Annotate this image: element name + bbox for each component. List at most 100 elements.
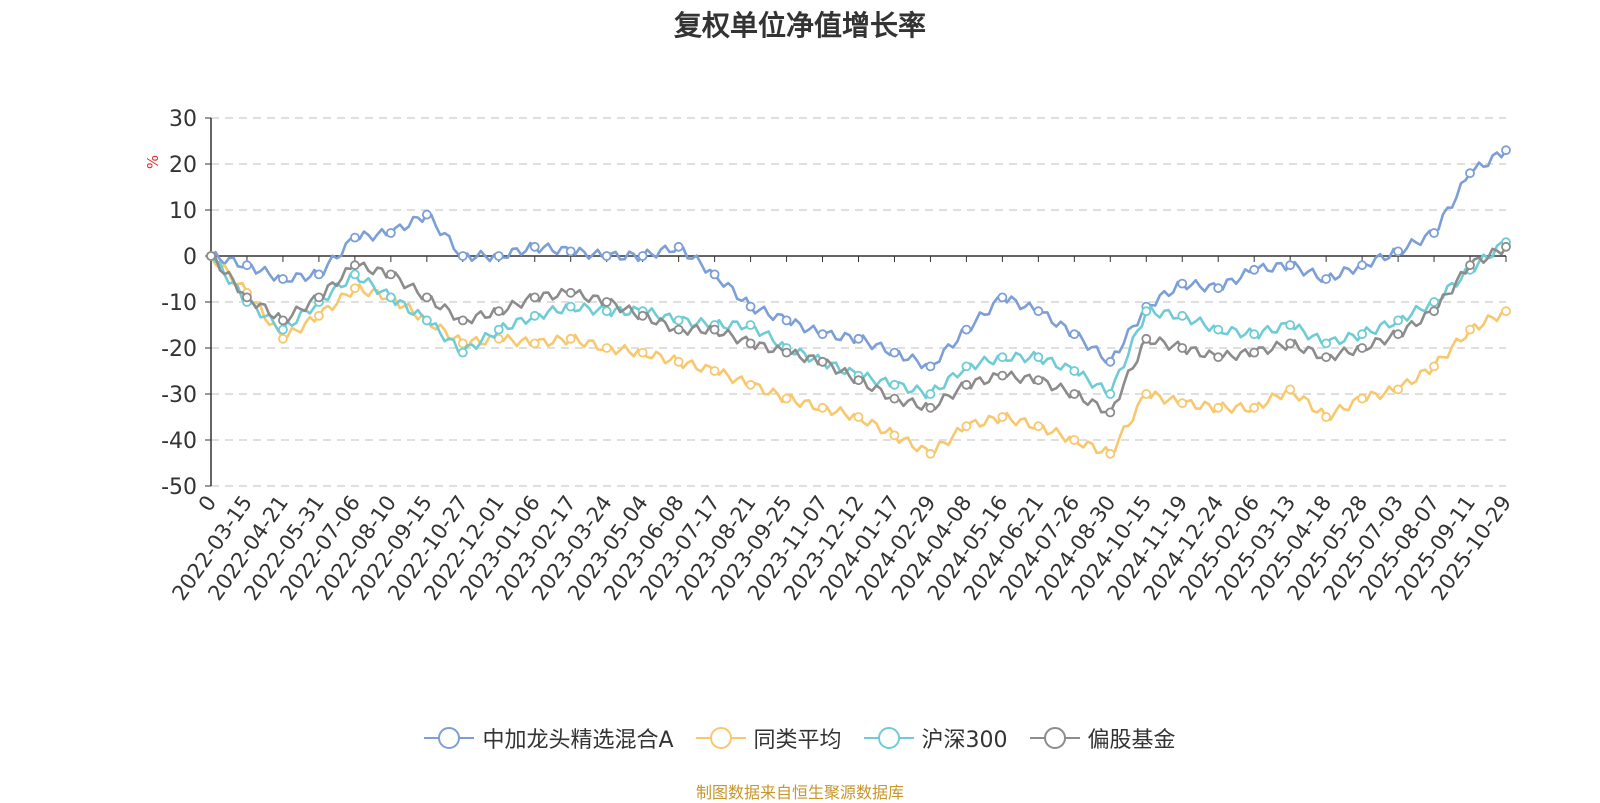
- data-point[interactable]: [1069, 329, 1080, 340]
- data-point[interactable]: [637, 347, 648, 358]
- legend-item-fund[interactable]: 中加龙头精选混合A: [424, 722, 674, 754]
- data-point[interactable]: [745, 379, 756, 390]
- data-point[interactable]: [1357, 329, 1368, 340]
- series-line[interactable]: [210, 246, 1508, 414]
- data-point[interactable]: [925, 402, 936, 413]
- legend-item-csi300[interactable]: 沪深300: [863, 722, 1008, 754]
- legend-item-equity-fund[interactable]: 偏股基金: [1029, 722, 1176, 754]
- data-point[interactable]: [349, 260, 360, 271]
- data-point[interactable]: [1105, 407, 1116, 418]
- data-point[interactable]: [1357, 393, 1368, 404]
- data-point[interactable]: [1357, 260, 1368, 271]
- data-point[interactable]: [1393, 246, 1403, 257]
- data-point[interactable]: [1249, 347, 1260, 358]
- data-point[interactable]: [925, 361, 936, 372]
- data-point[interactable]: [493, 324, 504, 335]
- data-point[interactable]: [673, 324, 684, 335]
- data-point[interactable]: [997, 292, 1008, 303]
- data-point[interactable]: [1321, 412, 1332, 422]
- data-point[interactable]: [889, 393, 900, 404]
- data-point[interactable]: [529, 241, 540, 252]
- data-point[interactable]: [853, 375, 864, 386]
- data-point[interactable]: [1465, 260, 1475, 271]
- data-point[interactable]: [1465, 324, 1475, 335]
- data-point[interactable]: [1249, 402, 1260, 413]
- data-point[interactable]: [961, 421, 972, 432]
- data-point[interactable]: [1285, 260, 1296, 271]
- data-point[interactable]: [457, 315, 468, 326]
- series-line[interactable]: [209, 255, 1507, 456]
- data-point[interactable]: [781, 347, 792, 358]
- data-point[interactable]: [206, 251, 216, 261]
- data-point[interactable]: [1105, 356, 1116, 367]
- data-point[interactable]: [889, 347, 900, 358]
- data-point[interactable]: [601, 297, 612, 307]
- data-point[interactable]: [601, 343, 612, 353]
- data-point[interactable]: [529, 338, 540, 349]
- data-point[interactable]: [242, 292, 252, 303]
- data-point[interactable]: [349, 232, 360, 243]
- data-point[interactable]: [1501, 145, 1511, 156]
- data-point[interactable]: [1213, 283, 1224, 294]
- data-point[interactable]: [601, 251, 612, 261]
- data-point[interactable]: [278, 315, 288, 326]
- data-point[interactable]: [565, 301, 576, 312]
- data-point[interactable]: [1177, 398, 1188, 409]
- data-point[interactable]: [1393, 315, 1403, 326]
- legend-item-category-average[interactable]: 同类平均: [695, 722, 842, 754]
- data-point[interactable]: [278, 274, 288, 284]
- data-point[interactable]: [1357, 343, 1368, 353]
- data-point[interactable]: [1069, 435, 1080, 445]
- data-point[interactable]: [1069, 389, 1080, 399]
- data-point[interactable]: [1105, 448, 1116, 459]
- data-point[interactable]: [493, 251, 504, 261]
- data-point[interactable]: [961, 361, 972, 372]
- data-point[interactable]: [673, 356, 684, 367]
- data-point[interactable]: [278, 333, 288, 344]
- data-point[interactable]: [889, 379, 900, 390]
- data-point[interactable]: [1105, 389, 1116, 399]
- data-point[interactable]: [1429, 228, 1439, 238]
- data-point[interactable]: [1069, 366, 1080, 376]
- data-point[interactable]: [1465, 168, 1475, 179]
- data-point[interactable]: [385, 269, 396, 280]
- data-point[interactable]: [601, 306, 612, 317]
- data-point[interactable]: [385, 292, 396, 303]
- data-point[interactable]: [1393, 384, 1403, 395]
- data-point[interactable]: [1321, 352, 1332, 363]
- data-point[interactable]: [1429, 306, 1439, 317]
- data-point[interactable]: [673, 315, 684, 326]
- data-point[interactable]: [1249, 329, 1260, 340]
- data-point[interactable]: [1321, 274, 1332, 284]
- data-point[interactable]: [1213, 402, 1224, 413]
- data-point[interactable]: [745, 338, 756, 349]
- data-point[interactable]: [278, 324, 288, 335]
- data-point[interactable]: [1429, 297, 1439, 307]
- data-point[interactable]: [565, 246, 576, 257]
- data-point[interactable]: [1393, 329, 1403, 340]
- data-point[interactable]: [925, 448, 936, 459]
- data-point[interactable]: [421, 292, 432, 303]
- data-point[interactable]: [709, 269, 720, 280]
- data-point[interactable]: [745, 320, 756, 330]
- data-point[interactable]: [314, 292, 324, 303]
- data-point[interactable]: [961, 324, 972, 335]
- data-point[interactable]: [565, 287, 576, 298]
- data-point[interactable]: [349, 269, 360, 280]
- data-point[interactable]: [925, 389, 936, 399]
- data-point[interactable]: [1141, 389, 1152, 399]
- data-point[interactable]: [817, 329, 828, 340]
- data-point[interactable]: [457, 347, 468, 358]
- data-point[interactable]: [493, 306, 504, 317]
- data-point[interactable]: [421, 315, 432, 326]
- data-point[interactable]: [314, 310, 324, 321]
- data-point[interactable]: [1177, 343, 1188, 353]
- data-point[interactable]: [1285, 338, 1296, 349]
- data-point[interactable]: [1033, 352, 1044, 363]
- data-point[interactable]: [1033, 375, 1044, 386]
- data-point[interactable]: [457, 338, 468, 349]
- data-point[interactable]: [1033, 306, 1044, 317]
- data-point[interactable]: [673, 241, 684, 252]
- data-point[interactable]: [997, 352, 1008, 363]
- data-point[interactable]: [889, 430, 900, 441]
